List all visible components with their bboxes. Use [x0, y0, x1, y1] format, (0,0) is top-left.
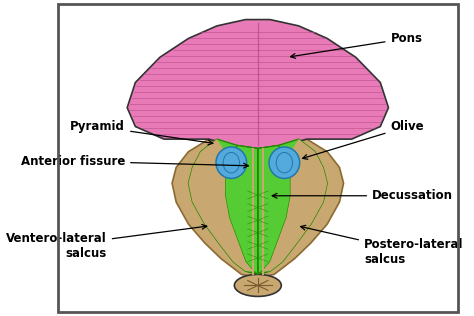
Polygon shape: [189, 139, 254, 271]
Text: Pyramid: Pyramid: [70, 120, 213, 145]
Text: Anterior fissure: Anterior fissure: [21, 155, 248, 168]
Polygon shape: [127, 20, 389, 149]
Ellipse shape: [269, 147, 300, 179]
Polygon shape: [262, 139, 327, 271]
Ellipse shape: [234, 274, 281, 296]
Polygon shape: [172, 139, 344, 277]
Text: Postero-lateral
salcus: Postero-lateral salcus: [301, 225, 464, 266]
Polygon shape: [225, 145, 258, 274]
Text: Pons: Pons: [291, 32, 422, 58]
Polygon shape: [258, 145, 291, 274]
Text: Olive: Olive: [303, 120, 424, 159]
Ellipse shape: [216, 147, 246, 179]
Text: Decussation: Decussation: [272, 189, 453, 202]
Text: Ventero-lateral
salcus: Ventero-lateral salcus: [6, 224, 207, 260]
Polygon shape: [189, 139, 327, 274]
